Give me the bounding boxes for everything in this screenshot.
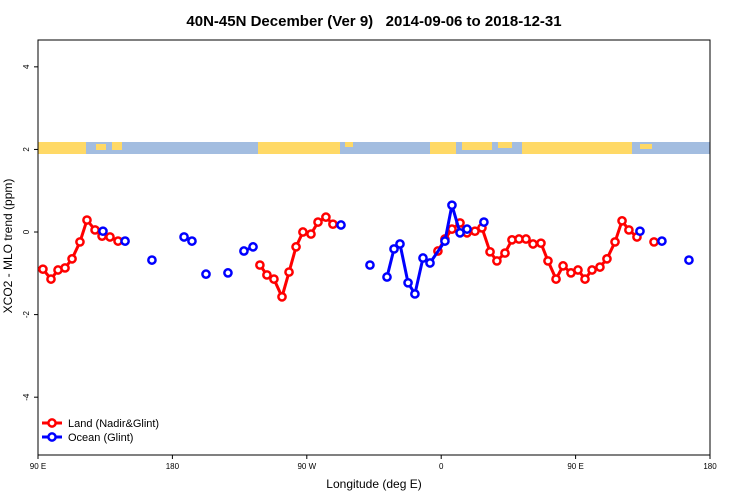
data-point bbox=[313, 217, 323, 227]
data-point bbox=[624, 225, 634, 235]
data-point bbox=[187, 236, 197, 246]
data-point bbox=[595, 262, 605, 272]
data-point bbox=[536, 238, 546, 249]
data-point bbox=[403, 277, 413, 288]
data-point bbox=[248, 242, 258, 252]
data-point bbox=[223, 268, 233, 278]
data-point bbox=[528, 239, 538, 249]
data-point bbox=[462, 224, 472, 234]
data-point bbox=[201, 269, 211, 279]
y-tick-label: 0 bbox=[22, 229, 31, 234]
legend-marker bbox=[47, 418, 57, 428]
data-point bbox=[328, 219, 338, 230]
data-point bbox=[455, 227, 465, 238]
x-tick-label: 90 E bbox=[30, 462, 46, 471]
data-point bbox=[440, 236, 450, 246]
data-point bbox=[558, 261, 568, 271]
data-point bbox=[521, 234, 531, 244]
data-point bbox=[306, 229, 316, 239]
land-ocean-strip bbox=[38, 142, 710, 154]
data-point bbox=[147, 255, 157, 265]
data-point bbox=[90, 225, 100, 235]
data-point bbox=[610, 237, 620, 247]
data-point bbox=[179, 232, 189, 242]
data-point bbox=[389, 244, 399, 254]
plot-frame bbox=[37, 39, 711, 456]
data-point bbox=[425, 258, 435, 268]
legend-marker bbox=[47, 432, 57, 442]
data-point bbox=[649, 237, 659, 247]
data-point bbox=[395, 239, 405, 249]
y-tick-label: -4 bbox=[22, 393, 31, 401]
x-tick-label: 0 bbox=[439, 462, 444, 471]
x-tick-label: 180 bbox=[166, 462, 180, 471]
data-point bbox=[587, 265, 597, 275]
data-point bbox=[120, 236, 130, 246]
data-point bbox=[657, 236, 667, 246]
data-point bbox=[485, 246, 495, 257]
data-point bbox=[492, 256, 502, 266]
data-point bbox=[277, 291, 287, 302]
data-point bbox=[67, 254, 77, 264]
y-tick-label: -2 bbox=[22, 311, 31, 319]
x-tick-label: 180 bbox=[703, 462, 717, 471]
data-point bbox=[75, 237, 85, 247]
y-tick-label: 4 bbox=[22, 64, 31, 69]
data-point bbox=[617, 216, 627, 226]
data-point bbox=[602, 254, 612, 264]
data-point bbox=[365, 260, 375, 270]
data-point bbox=[255, 260, 265, 270]
data-point bbox=[46, 274, 56, 284]
data-point bbox=[98, 226, 108, 237]
x-tick-label: 90 E bbox=[567, 462, 583, 471]
x-axis-label: Longitude (deg E) bbox=[326, 477, 421, 491]
data-point bbox=[321, 212, 331, 222]
data-point bbox=[684, 255, 694, 265]
data-point bbox=[298, 227, 308, 237]
series-line bbox=[43, 217, 654, 297]
data-point bbox=[382, 272, 392, 282]
x-tick-label: 90 W bbox=[297, 462, 316, 471]
data-point bbox=[291, 242, 301, 252]
y-axis-label: XCO2 - MLO trend (ppm) bbox=[1, 179, 15, 314]
legend-label: Land (Nadir&Glint) bbox=[68, 418, 159, 430]
data-point bbox=[82, 215, 92, 225]
data-point bbox=[269, 274, 279, 284]
data-point bbox=[262, 270, 272, 280]
data-point bbox=[551, 274, 561, 284]
data-point bbox=[447, 200, 457, 211]
data-point bbox=[447, 224, 457, 234]
data-point bbox=[573, 265, 583, 275]
data-point bbox=[580, 274, 590, 284]
data-point bbox=[105, 232, 115, 242]
data-point bbox=[543, 256, 553, 266]
data-point bbox=[410, 289, 420, 299]
data-point bbox=[479, 217, 489, 227]
data-point bbox=[38, 264, 48, 275]
data-point bbox=[418, 253, 428, 263]
data-point bbox=[284, 267, 294, 277]
data-point bbox=[336, 220, 346, 230]
chart-title: 40N-45N December (Ver 9) 2014-09-06 to 2… bbox=[186, 13, 561, 30]
data-point bbox=[60, 263, 70, 273]
legend-label: Ocean (Glint) bbox=[68, 432, 133, 444]
data-point bbox=[635, 226, 645, 237]
y-tick-label: 2 bbox=[22, 147, 31, 152]
data-point bbox=[500, 248, 510, 258]
data-point bbox=[239, 246, 249, 256]
